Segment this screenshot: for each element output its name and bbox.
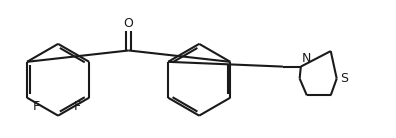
Text: O: O: [124, 17, 133, 30]
Text: S: S: [340, 72, 348, 85]
Text: N: N: [301, 52, 311, 65]
Text: F: F: [33, 100, 40, 113]
Text: F: F: [74, 100, 81, 113]
